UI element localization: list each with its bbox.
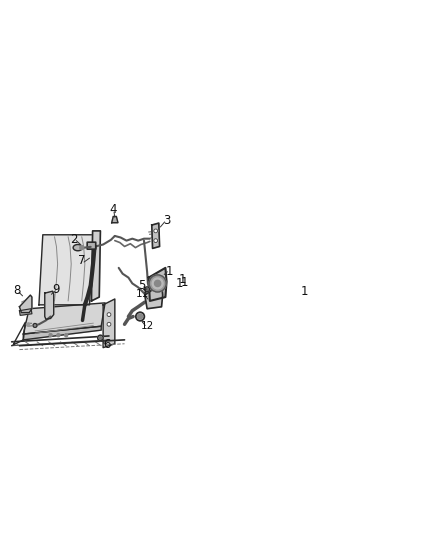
Polygon shape	[152, 223, 159, 248]
Text: 1: 1	[175, 277, 183, 290]
Circle shape	[155, 280, 161, 287]
Circle shape	[26, 323, 30, 326]
Polygon shape	[23, 326, 101, 340]
FancyBboxPatch shape	[87, 242, 96, 249]
Circle shape	[145, 287, 149, 292]
Polygon shape	[23, 303, 105, 334]
Circle shape	[107, 322, 111, 326]
Circle shape	[138, 314, 142, 319]
Circle shape	[65, 334, 68, 337]
Text: 4: 4	[109, 203, 117, 216]
Circle shape	[146, 288, 148, 290]
Circle shape	[154, 229, 158, 233]
Text: 6: 6	[103, 338, 111, 351]
Polygon shape	[148, 268, 166, 301]
Circle shape	[98, 335, 103, 341]
Polygon shape	[145, 284, 162, 309]
Polygon shape	[45, 291, 54, 319]
Polygon shape	[73, 245, 82, 251]
Polygon shape	[103, 299, 115, 348]
Circle shape	[80, 246, 84, 249]
Polygon shape	[112, 216, 118, 223]
Text: 2: 2	[70, 232, 78, 246]
Polygon shape	[19, 309, 32, 316]
Circle shape	[152, 278, 163, 289]
Circle shape	[49, 334, 52, 337]
Circle shape	[136, 312, 145, 321]
Text: 1: 1	[181, 276, 189, 289]
Circle shape	[33, 324, 37, 327]
Circle shape	[154, 239, 158, 243]
Circle shape	[57, 334, 60, 337]
Polygon shape	[39, 235, 93, 305]
Text: 3: 3	[163, 214, 170, 227]
Text: 8: 8	[13, 284, 21, 297]
Text: 5: 5	[138, 279, 146, 292]
Text: 11: 11	[135, 289, 148, 300]
Text: 12: 12	[141, 321, 155, 331]
Text: 1: 1	[166, 265, 173, 278]
Circle shape	[107, 313, 111, 317]
Text: 7: 7	[78, 254, 85, 268]
Circle shape	[149, 275, 166, 292]
Polygon shape	[92, 231, 100, 301]
Polygon shape	[19, 295, 32, 313]
Text: 9: 9	[53, 283, 60, 296]
Circle shape	[99, 337, 102, 339]
Text: 1: 1	[178, 273, 186, 286]
Text: 1: 1	[300, 285, 308, 298]
